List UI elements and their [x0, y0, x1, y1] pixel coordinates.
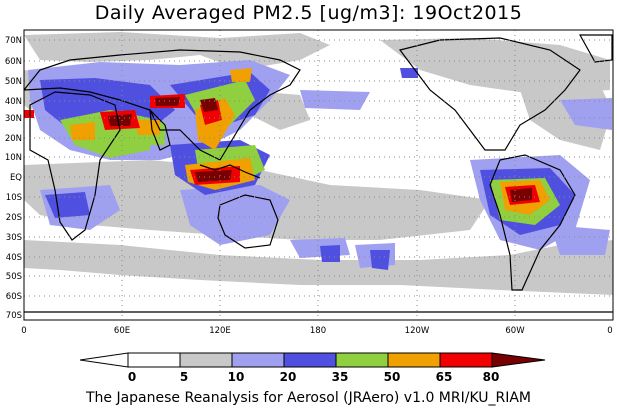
graticule [24, 30, 613, 320]
colorbar-tick: 0 [128, 370, 136, 384]
colorbar-swatch [283, 352, 337, 368]
lon-label: 60W [505, 326, 525, 336]
lon-label: 180 [310, 326, 326, 336]
colorbar-tick: 35 [332, 370, 349, 384]
lat-label: 50S [6, 272, 22, 282]
lat-label: 20S [6, 213, 22, 223]
colorbar-tick: 80 [483, 370, 500, 384]
colorbar-tick: 65 [436, 370, 453, 384]
colorbar-tick: 5 [180, 370, 188, 384]
lon-label: 120E [209, 326, 231, 336]
footer-credit: The Japanese Reanalysis for Aerosol (JRA… [85, 390, 532, 406]
coastlines [24, 34, 613, 313]
lon-label: 0 [607, 326, 612, 336]
colorbar-tick: 50 [384, 370, 401, 384]
colorbar-swatch [387, 352, 441, 368]
lat-label: 70S [6, 311, 22, 321]
lat-label: 20N [5, 134, 22, 144]
lat-label: EQ [10, 173, 22, 183]
colorbar-swatch [127, 352, 181, 368]
lat-label: 30S [6, 233, 22, 243]
colorbar-swatch [231, 352, 285, 368]
lat-label: 40S [6, 253, 22, 263]
lat-label: 40N [5, 97, 22, 107]
lat-label: 30N [5, 114, 22, 124]
lat-label: 10N [5, 153, 22, 163]
colorbar: 0 5 10 20 35 50 65 80 [79, 352, 546, 384]
longitude-labels: 0 60E 120E 180 120W 60W 0 [21, 326, 612, 336]
colorbar-swatch [179, 352, 233, 368]
map-title: Daily Averaged PM2.5 [ug/m3]: 19Oct2015 [94, 2, 523, 24]
map-frame [23, 29, 614, 321]
colorbar-arrow-left [79, 352, 129, 368]
lat-label: 60N [5, 57, 22, 67]
lat-label: 60S [6, 292, 22, 302]
lon-label: 60E [114, 326, 130, 336]
colorbar-swatch [439, 352, 493, 368]
lon-label: 0 [21, 326, 26, 336]
colorbar-tick: 20 [280, 370, 297, 384]
pm25-level-above-80 [108, 97, 532, 202]
colorbar-tick: 10 [228, 370, 245, 384]
latitude-labels: 70N 60N 50N 40N 30N 20N 10N EQ 10S 20S 3… [5, 36, 22, 321]
lat-label: 70N [5, 36, 22, 46]
colorbar-arrow-right [491, 352, 546, 368]
colorbar-swatch [335, 352, 389, 368]
lon-label: 120W [405, 326, 430, 336]
lat-label: 50N [5, 77, 22, 87]
lat-label: 10S [6, 193, 22, 203]
